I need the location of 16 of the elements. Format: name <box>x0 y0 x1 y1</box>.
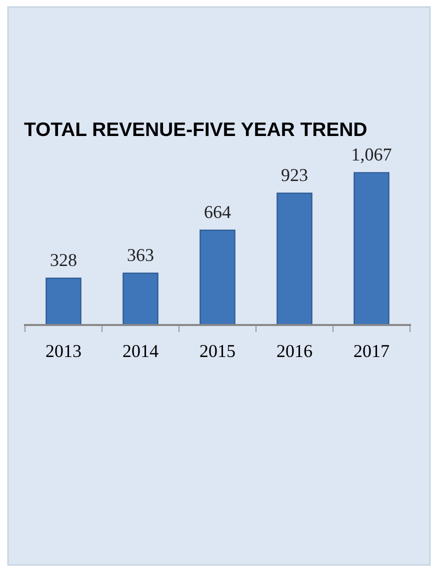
data-label: 1,067 <box>352 148 392 164</box>
bar <box>276 192 312 325</box>
bar <box>46 278 82 325</box>
data-label: 923 <box>282 169 308 182</box>
bar <box>200 230 236 325</box>
x-tick-label: 2014 <box>123 344 158 358</box>
x-tick-label: 2017 <box>354 344 390 358</box>
bar <box>122 272 158 325</box>
data-label: 363 <box>128 249 154 262</box>
x-tick-label: 2016 <box>277 344 312 358</box>
bar <box>354 172 390 325</box>
chart-title: TOTAL REVENUE-FIVE YEAR TREND <box>24 122 366 136</box>
data-label: 328 <box>50 254 76 266</box>
data-label: 664 <box>204 206 231 218</box>
x-tick-label: 2015 <box>200 344 235 358</box>
x-tick-label: 2013 <box>46 344 81 358</box>
